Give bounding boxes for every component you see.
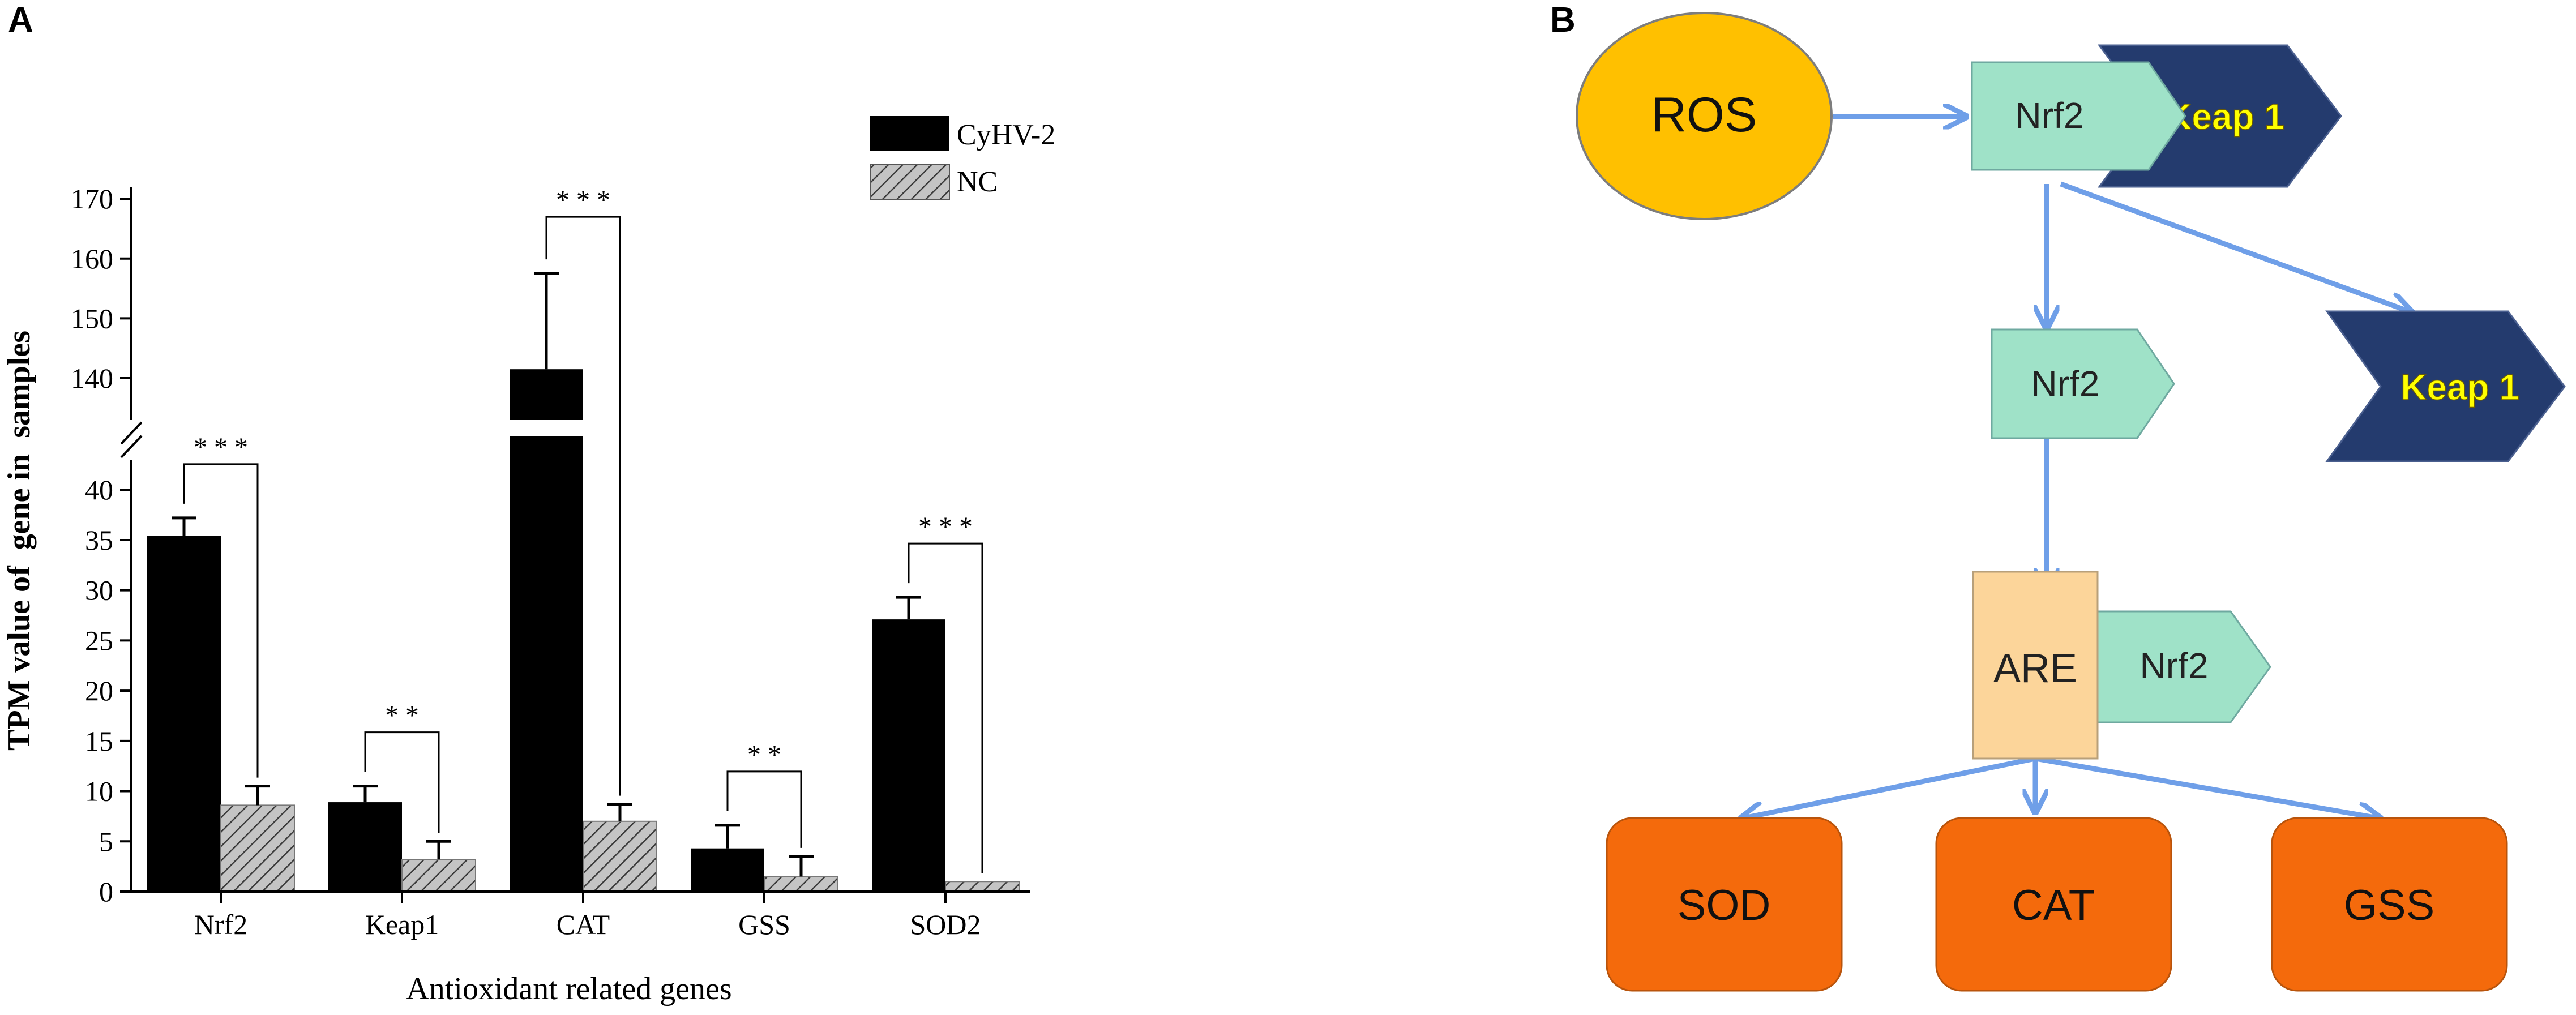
bar-nc-keap1 — [401, 859, 476, 893]
axis-break-mark — [120, 435, 143, 459]
y-tick-label: 170 — [71, 183, 113, 215]
significance-stars: * * — [747, 740, 781, 770]
arrow-to-gss — [2035, 756, 2378, 818]
y-tick-label: 0 — [99, 876, 113, 907]
significance-bracket-nrf2 — [183, 463, 259, 778]
gss-label: GSS — [2344, 881, 2435, 930]
ros-node — [1576, 12, 1833, 220]
bar-chart: 0 5 10 15 20 25 30 35 40 140 150 160 170 Nrf2 Keap1 CA… — [2, 116, 1055, 1007]
error-bar-cyhv2-gss — [715, 824, 740, 849]
error-bar-nc-cat — [607, 803, 632, 821]
nrf2-top-node — [1971, 61, 2186, 171]
sod-node — [1606, 817, 1843, 992]
x-tick-label: CAT — [557, 909, 610, 940]
keap1-mid-label: Keap 1 — [2400, 367, 2519, 408]
significance-bracket-cat — [545, 216, 621, 796]
are-node — [1972, 571, 2099, 760]
significance-stars: * * — [385, 701, 419, 731]
bar-cyhv2-cat — [510, 369, 583, 892]
bar-cyhv2-gss — [691, 848, 764, 892]
y-tick-label: 140 — [71, 362, 113, 394]
cat-label: CAT — [2012, 881, 2095, 930]
ros-label: ROS — [1651, 88, 1757, 142]
y-axis-label: TPM value of gene in samples — [2, 331, 37, 751]
significance-stars: * * * — [194, 432, 248, 462]
axis-break-mark — [120, 421, 143, 445]
keap1-mid-node — [2325, 310, 2566, 462]
error-bar-cyhv2-cat — [534, 272, 559, 370]
bar-cyhv2-nrf2 — [147, 536, 221, 892]
legend-label-nc: NC — [957, 166, 998, 198]
error-bar-nc-nrf2 — [245, 785, 270, 806]
arrow-to-sod — [1744, 756, 2036, 818]
x-tick-label: Keap1 — [365, 909, 439, 940]
error-bar-cyhv2-keap1 — [353, 785, 378, 803]
x-axis-label: Antioxidant related genes — [406, 971, 731, 1007]
gss-node — [2271, 817, 2508, 992]
sod-label: SOD — [1678, 881, 1771, 930]
error-bar-cyhv2-nrf2 — [172, 516, 196, 536]
nrf2-top-label: Nrf2 — [2016, 95, 2084, 136]
bar-nc-cat — [583, 820, 657, 892]
y-tick-label: 5 — [99, 825, 113, 857]
y-tick-label: 35 — [85, 524, 113, 556]
x-tick-label: Nrf2 — [194, 909, 247, 940]
nrf2-are-label: Nrf2 — [2140, 645, 2209, 686]
nrf2-mid-label: Nrf2 — [2031, 363, 2100, 404]
significance-stars: * * * — [556, 185, 610, 215]
error-bar-nc-gss — [789, 855, 814, 877]
error-bar-cyhv2-sod2 — [896, 596, 921, 620]
x-ticks: Nrf2 Keap1 CAT GSS SOD2 — [194, 892, 981, 940]
panel-b-label: B — [1550, 1, 1576, 40]
legend-swatch-cyhv2 — [870, 116, 949, 151]
significance-bracket-sod2 — [908, 542, 983, 873]
significance-brackets: * * * * * * * * * * * * * — [183, 185, 983, 873]
x-tick-label: GSS — [738, 909, 790, 940]
y-tick-label: 160 — [71, 243, 113, 275]
y-tick-label: 150 — [71, 302, 113, 334]
x-tick-label: SOD2 — [910, 909, 981, 940]
pathway-diagram: ROS Keap 1 Nrf2 Nrf2 Keap 1 Nrf2 ARE SOD… — [1576, 12, 2566, 992]
y-tick-label: 25 — [85, 624, 113, 656]
legend-label-cyhv2: CyHV-2 — [957, 119, 1055, 151]
y-tick-label: 10 — [85, 776, 113, 807]
y-ticks: 0 5 10 15 20 25 30 35 40 140 150 160 170 — [71, 183, 131, 907]
y-tick-label: 30 — [85, 575, 113, 606]
legend: CyHV-2 NC — [870, 116, 1055, 200]
bar-cyhv2-sod2 — [872, 619, 945, 892]
bar-nc-gss — [764, 876, 838, 892]
significance-stars: * * * — [918, 512, 973, 542]
nrf2-mid-node — [1991, 328, 2175, 439]
bars-layer — [147, 272, 1020, 893]
bar-cyhv2-keap1 — [328, 802, 402, 892]
legend-swatch-nc — [870, 164, 950, 200]
cat-node — [1935, 817, 2172, 992]
y-tick-label: 15 — [85, 725, 113, 757]
y-tick-label: 20 — [85, 675, 113, 706]
bar-nc-sod2 — [945, 881, 1020, 893]
diagram-arrows — [1744, 117, 2409, 818]
significance-bracket-gss — [726, 770, 802, 848]
y-tick-label: 40 — [85, 474, 113, 506]
panel-a-label: A — [8, 1, 33, 40]
error-bar-nc-keap1 — [426, 840, 451, 860]
arrow-to-keap1-mid — [2060, 181, 2409, 311]
bar-nc-nrf2 — [220, 804, 295, 893]
significance-bracket-keap1 — [364, 731, 440, 833]
axes-layer — [120, 187, 1030, 893]
are-label: ARE — [1993, 646, 2077, 691]
bar-break-gap — [508, 420, 584, 436]
